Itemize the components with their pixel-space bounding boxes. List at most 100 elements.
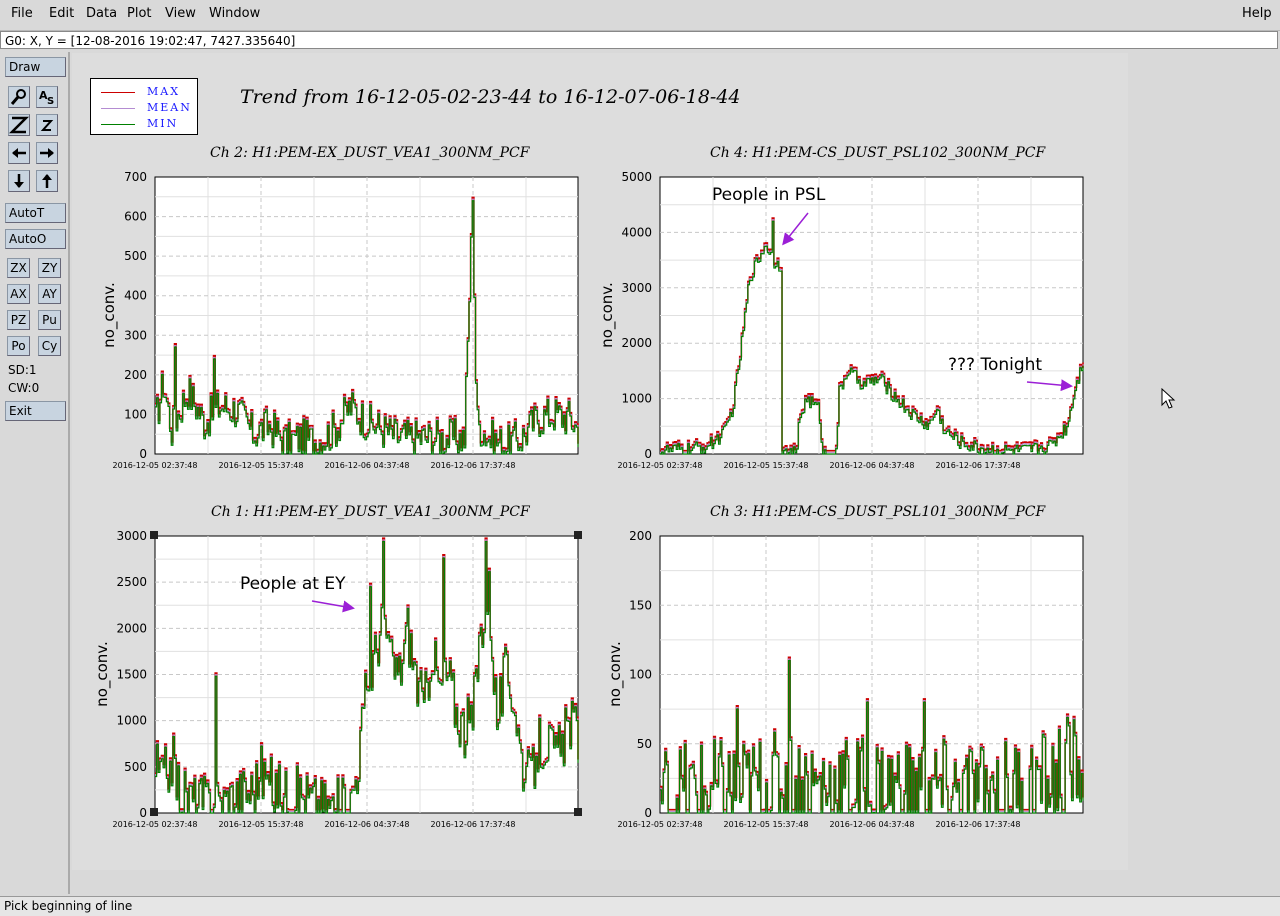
ay-button[interactable]: AY	[38, 284, 61, 304]
x-tick-label: 2016-12-05 15:37:48	[219, 461, 304, 470]
menu-data[interactable]: Data	[86, 6, 118, 21]
y-tick-label: 0	[644, 806, 652, 820]
zoom-in-icon[interactable]	[8, 114, 30, 136]
panel-title-ch4: Ch 4: H1:PEM-CS_DUST_PSL102_300NM_PCF	[710, 145, 1046, 161]
menu-help[interactable]: Help	[1242, 6, 1272, 21]
y-tick-label: 2500	[116, 575, 147, 589]
series-min-line	[660, 220, 1084, 455]
x-tick-label: 2016-12-06 04:37:48	[325, 820, 410, 829]
cw-label: CW:0	[8, 381, 40, 395]
arrow-down-icon[interactable]	[8, 170, 30, 192]
y-tick-label: 4000	[621, 225, 652, 239]
y-tick-label: 200	[629, 529, 652, 543]
pz-button[interactable]: PZ	[7, 310, 30, 330]
bottom-status-bar: Pick beginning of line	[0, 896, 1280, 916]
series-min-line	[660, 660, 1084, 814]
magnify-icon[interactable]	[8, 86, 30, 108]
arrow-up-icon[interactable]	[36, 170, 58, 192]
menu-plot[interactable]: Plot	[127, 6, 152, 21]
pu-button[interactable]: Pu	[38, 310, 61, 330]
x-tick-label: 2016-12-06 04:37:48	[325, 461, 410, 470]
exit-button[interactable]: Exit	[5, 401, 66, 421]
zx-button[interactable]: ZX	[7, 258, 30, 278]
zoom-out-icon[interactable]	[36, 114, 58, 136]
y-tick-label: 500	[124, 760, 147, 774]
y-tick-label: 200	[124, 368, 147, 382]
y-tick-label: 3000	[116, 529, 147, 543]
sd-label: SD:1	[8, 363, 37, 377]
y-tick-label: 600	[124, 210, 147, 224]
y-tick-label: 5000	[621, 170, 652, 184]
menu-window[interactable]: Window	[209, 6, 261, 21]
x-tick-label: 2016-12-05 02:37:48	[113, 461, 198, 470]
x-tick-label: 2016-12-05 02:37:48	[618, 461, 703, 470]
menu-edit[interactable]: Edit	[49, 6, 75, 21]
annotation-people-in-psl: People in PSL	[712, 185, 826, 205]
y-tick-label: 1500	[116, 668, 147, 682]
y-tick-label: 300	[124, 328, 147, 342]
x-tick-label: 2016-12-05 02:37:48	[113, 820, 198, 829]
panel-title-ch2: Ch 2: H1:PEM-EX_DUST_VEA1_300NM_PCF	[210, 145, 530, 161]
arrow-psl	[782, 212, 809, 246]
x-tick-label: 2016-12-06 17:37:48	[936, 461, 1021, 470]
autoo-button[interactable]: AutoO	[5, 229, 66, 249]
zy-button[interactable]: ZY	[38, 258, 61, 278]
y-tick-label: 150	[629, 598, 652, 612]
selection-handle-bl[interactable]	[150, 808, 158, 816]
x-tick-label: 2016-12-06 17:37:48	[431, 461, 516, 470]
chart-ch2[interactable]: 2016-12-05 02:37:48 2016-12-05 15:37:48 20…	[80, 165, 600, 475]
annotation-tonight: ??? Tonight	[948, 355, 1043, 375]
y-tick-label: 400	[124, 289, 147, 303]
x-tick-label: 2016-12-05 02:37:48	[618, 820, 703, 829]
ax-button[interactable]: AX	[7, 284, 30, 304]
y-tick-label: 50	[637, 737, 652, 751]
mouse-cursor-icon	[1161, 388, 1176, 409]
selection-handle-br[interactable]	[574, 808, 582, 816]
cy-button[interactable]: Cy	[38, 336, 61, 356]
y-tick-label: 100	[629, 668, 652, 682]
y-tick-label: 2000	[116, 621, 147, 635]
series-min-line	[155, 540, 579, 814]
series-min-line	[155, 200, 579, 455]
y-tick-label: 700	[124, 170, 147, 184]
panel-title-ch3: Ch 3: H1:PEM-CS_DUST_PSL101_300NM_PCF	[710, 504, 1046, 520]
x-tick-label: 2016-12-06 04:37:48	[830, 461, 915, 470]
po-button[interactable]: Po	[7, 336, 30, 356]
autot-button[interactable]: AutoT	[5, 203, 66, 223]
arrow-tonight	[1026, 379, 1073, 392]
chart-ch4[interactable]: 2016-12-05 02:37:48 2016-12-05 15:37:48 20…	[585, 165, 1105, 475]
arrow-left-icon[interactable]	[8, 142, 30, 164]
menu-file[interactable]: File	[11, 6, 33, 21]
selection-handle-tl[interactable]	[150, 531, 158, 539]
y-tick-label: 0	[139, 447, 147, 461]
x-tick-label: 2016-12-06 04:37:48	[830, 820, 915, 829]
y-tick-label: 100	[124, 407, 147, 421]
menu-view[interactable]: View	[165, 6, 196, 21]
legend: MAX MEAN MIN	[90, 78, 198, 135]
selection-handle-tr[interactable]	[574, 531, 582, 539]
y-tick-label: 500	[124, 249, 147, 263]
x-tick-label: 2016-12-06 17:37:48	[936, 820, 1021, 829]
draw-button[interactable]: Draw	[5, 57, 66, 77]
arrow-right-icon[interactable]	[36, 142, 58, 164]
menu-bar: File Edit Data Plot View Window Help	[0, 0, 1280, 31]
x-tick-label: 2016-12-05 15:37:48	[219, 820, 304, 829]
x-tick-label: 2016-12-06 17:37:48	[431, 820, 516, 829]
cursor-coordinate-readout: G0: X, Y = [12-08-2016 19:02:47, 7427.33…	[0, 31, 1278, 49]
svg-text:A: A	[39, 89, 48, 102]
y-tick-label: 0	[139, 806, 147, 820]
x-tick-label: 2016-12-05 15:37:48	[724, 820, 809, 829]
y-tick-label: 1000	[621, 392, 652, 406]
chart-ch3[interactable]: 2016-12-05 02:37:48 2016-12-05 15:37:48 20…	[585, 524, 1105, 834]
x-tick-label: 2016-12-05 15:37:48	[724, 461, 809, 470]
y-tick-label: 0	[644, 447, 652, 461]
panel-title-ch1: Ch 1: H1:PEM-EY_DUST_VEA1_300NM_PCF	[211, 504, 530, 520]
y-tick-label: 1000	[116, 714, 147, 728]
y-tick-label: 3000	[621, 281, 652, 295]
chart-ch1[interactable]: 2016-12-05 02:37:48 2016-12-05 15:37:48 20…	[80, 524, 600, 834]
trend-title: Trend from 16-12-05-02-23-44 to 16-12-07…	[240, 86, 741, 108]
arrow-ey	[311, 600, 355, 613]
